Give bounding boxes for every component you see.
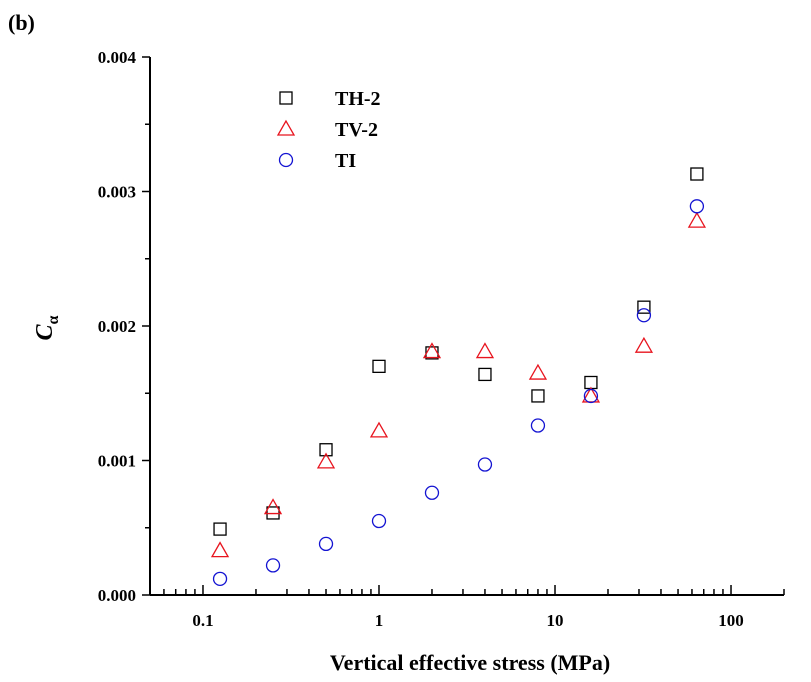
data-point [319, 443, 333, 457]
legend: TH-2 TV-2 TI [276, 88, 381, 172]
legend-marker [278, 152, 294, 168]
legend-item: TH-2 [279, 88, 381, 110]
data-point [265, 558, 281, 573]
x-axis-title: Vertical effective stress (MPa) [330, 650, 610, 675]
data-point [210, 541, 230, 558]
x-tick-label: 10 [547, 611, 564, 630]
legend-marker [279, 91, 293, 105]
data-point [634, 336, 654, 353]
y-axis-title-main: C [32, 323, 58, 340]
data-point [475, 342, 495, 359]
data-point [690, 167, 704, 181]
y-tick-label: 0.000 [98, 586, 136, 605]
x-tick-label: 1 [375, 611, 384, 630]
legend-label: TI [335, 150, 356, 172]
data-point [263, 498, 283, 515]
series-tv-2 [210, 211, 707, 558]
y-axis-title-sub: α [45, 315, 62, 324]
y-axis-title: Cα [32, 315, 62, 340]
data-point [583, 388, 599, 404]
legend-label: TH-2 [335, 88, 381, 110]
data-point [477, 457, 493, 472]
data-point [213, 522, 227, 536]
series-th-2 [213, 167, 704, 536]
data-point [689, 199, 705, 214]
data-point [318, 536, 334, 552]
legend-item: TI [278, 150, 356, 172]
series-layer [210, 167, 707, 587]
legend-item: TV-2 [276, 119, 378, 141]
series-ti [212, 199, 705, 587]
data-point [424, 485, 440, 500]
x-ticks: 0.1 1 10 100 [149, 585, 785, 630]
x-tick-label: 0.1 [192, 611, 213, 630]
y-tick-label: 0.002 [98, 317, 136, 336]
data-point [371, 513, 387, 529]
data-point [531, 389, 545, 403]
legend-marker [276, 119, 296, 136]
data-point [422, 342, 442, 359]
data-point [369, 421, 389, 438]
data-point [637, 300, 651, 314]
y-ticks: 0.000 0.001 0.002 0.003 0.004 [98, 48, 150, 605]
data-point [636, 308, 652, 323]
legend-label: TV-2 [335, 119, 378, 141]
data-point [478, 367, 492, 382]
y-tick-label: 0.003 [98, 183, 136, 202]
data-point [687, 211, 707, 228]
data-point [528, 363, 548, 380]
data-point [372, 359, 386, 374]
data-point [530, 418, 546, 433]
data-point [316, 452, 336, 469]
y-tick-label: 0.004 [98, 48, 137, 67]
panel-label: (b) [8, 10, 35, 35]
x-tick-label: 100 [718, 611, 744, 630]
y-tick-label: 0.001 [98, 452, 136, 471]
data-point [212, 571, 228, 587]
